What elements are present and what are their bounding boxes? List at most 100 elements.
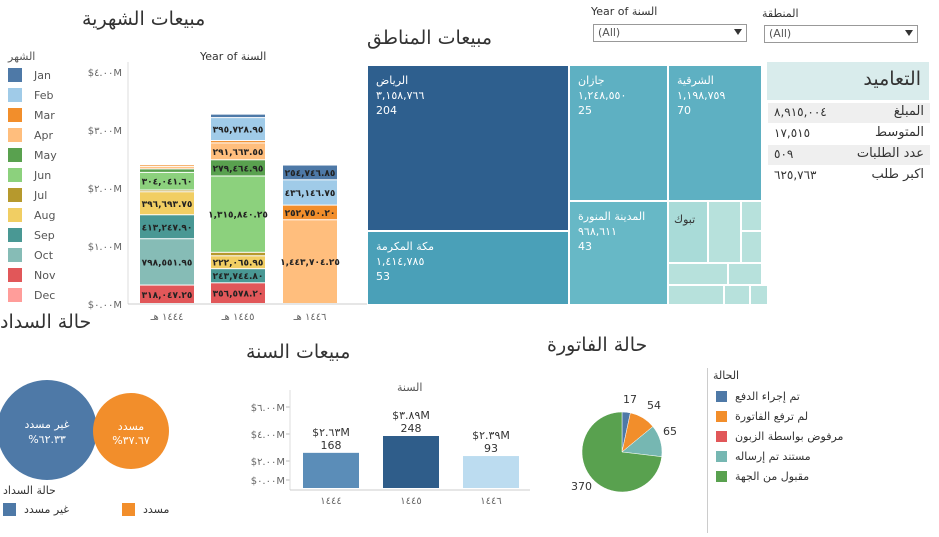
month-legend-item[interactable]: May [8,147,57,163]
month-legend-item[interactable]: Jun [8,167,51,183]
treemap-cell-count: 53 [376,270,390,283]
invoice-legend-item[interactable]: مستند تم إرساله [716,448,811,464]
treemap-cell-small[interactable] [750,285,768,305]
treemap-cell[interactable]: الرياض ٣,١٥٨,٧٦٦ 204 [367,65,569,231]
invoice-legend-item[interactable]: تم إجراء الدفع [716,388,800,404]
month-legend-item[interactable]: Dec [8,287,55,303]
year-filter-dropdown[interactable]: (All) [593,24,747,42]
yearly-sales-chart: $٦.٠٠M $٤.٠٠M $٢.٠٠M $٠.٠٠M ١٤٤٤ ١٤٤٥ ١٤٤٦ $٢.… [251,390,530,507]
kpi-row: ٦٢٥,٧٦٣ اكبر طلب [768,166,930,186]
treemap-cell-small[interactable] [668,263,728,285]
invoice-status-title: حالة الفاتورة [547,334,648,356]
treemap-cell-count: 204 [376,104,397,117]
legend-label: May [34,148,57,162]
bar-segment [140,215,194,239]
treemap-cell[interactable]: مكة المكرمة ١,٤١٤,٧٨٥ 53 [367,231,569,305]
month-legend-item[interactable]: Jul [8,187,47,203]
legend-swatch [8,108,22,122]
month-legend-item[interactable]: Apr [8,127,53,143]
bar-segment [140,192,194,215]
treemap-cell-small[interactable] [668,285,724,305]
bar-segment [211,114,265,118]
bar-segment [211,143,265,160]
legend-swatch [8,88,22,102]
month-legend-item[interactable]: Feb [8,87,53,103]
year-filter-label: Year of السنة [591,5,658,18]
treemap-cell-small[interactable] [741,231,762,263]
yearly-sales-title: مبيعات السنة [246,341,351,363]
treemap-cell[interactable]: تبوك [668,201,708,263]
payment-status-title: حالة السداد [0,311,92,333]
year-bar [303,452,359,488]
year-bar [463,456,519,488]
month-legend-item[interactable]: Oct [8,247,53,263]
treemap-cell-small[interactable] [741,201,762,231]
invoice-legend-border [707,368,708,533]
bar-value-label: ١,٤٤٣,٧٠٤.٢٥ [280,258,340,268]
bar-segment [283,220,337,303]
legend-swatch [8,188,22,202]
invoice-legend-item[interactable]: مقبول من الجهة [716,468,809,484]
treemap-cell-name: الرياض [376,74,409,87]
monthly-column-header: Year of السنة [200,50,267,63]
treemap-cell-count: 70 [677,104,691,117]
legend-swatch [8,248,22,262]
legend-label: Feb [34,88,54,102]
kpi-label: المتوسط [875,125,924,140]
bar-segment [211,256,265,269]
kpi-label: عدد الطلبات [856,146,924,161]
unpaid-percent: %٦٢.٣٣ [28,433,66,446]
pie-value-label: 65 [663,425,677,438]
bar-value-label: ٣٠٤,٠٤١.٦٠ [142,178,193,188]
legend-label: Jun [34,168,52,182]
month-legend-item[interactable]: Nov [8,267,55,283]
treemap-cell[interactable]: المدينة المنورة ٩٦٨,٦١١ 43 [569,201,668,305]
invoice-legend-item[interactable]: لم ترفع الفاتورة [716,408,808,424]
treemap-cell-value: ١,٢٤٨,٥٥٠ [578,89,627,102]
payment-legend-paid[interactable]: مسدد [122,503,169,516]
unpaid-legend-label: غير مسدد [24,503,70,516]
unpaid-bubble[interactable] [0,380,97,480]
bar-segment [140,167,194,169]
treemap-cell[interactable]: جازان ١,٢٤٨,٥٥٠ 25 [569,65,668,201]
legend-swatch [716,430,727,442]
bar-value-label: $٢.٦٣M [312,426,350,439]
treemap-cell-small[interactable] [728,263,762,285]
treemap-cell-name: الشرقية [677,74,714,87]
region-filter-dropdown[interactable]: (All) [764,25,918,43]
legend-swatch [716,450,727,462]
y-tick-label: $٤.٠٠M [251,430,285,441]
kpi-row: ٥٠٩ عدد الطلبات [768,145,930,165]
bar-value-label: ٢٧٩,٤٦٤.٩٥ [213,164,264,174]
chevron-down-icon [734,29,742,35]
legend-swatch [716,390,727,402]
y-tick-label: $٦.٠٠M [251,403,285,414]
x-tick-label: ١٤٤٥ هـ [221,312,255,322]
treemap-cell-value: ٩٦٨,٦١١ [578,225,617,238]
bar-count-label: 248 [401,422,422,435]
invoice-legend-item[interactable]: مرفوض بواسطة الزبون [716,428,843,444]
y-tick-label: $١.٠٠M [88,242,122,253]
legend-label: مقبول من الجهة [735,469,810,483]
legend-swatch [8,228,22,242]
y-tick-label: $٠.٠٠M [88,300,122,311]
payment-legend-unpaid[interactable]: غير مسدد [3,503,69,516]
unpaid-label: غير مسدد [24,418,69,431]
legend-swatch [8,168,22,182]
treemap-cell[interactable]: الشرقية ١,١٩٨,٧٥٩ 70 [668,65,762,201]
paid-bubble[interactable] [93,393,169,469]
month-legend-item[interactable]: Jan [8,67,51,83]
kpi-value: ٥٠٩ [774,147,794,161]
treemap-cell-small[interactable] [708,201,741,263]
month-legend-item[interactable]: Aug [8,207,55,223]
bar-segment [283,180,337,205]
month-legend-item[interactable]: Mar [8,107,55,123]
bar-segment [211,283,265,303]
treemap-cell-small[interactable] [724,285,750,305]
kpi-value: ٨,٩١٥,٠٠٤ [774,105,827,119]
bar-segment [283,205,337,220]
month-legend-item[interactable]: Sep [8,227,55,243]
legend-swatch [8,288,22,302]
x-tick-label: ١٤٤٦ [480,496,501,507]
legend-label: Sep [34,228,55,242]
